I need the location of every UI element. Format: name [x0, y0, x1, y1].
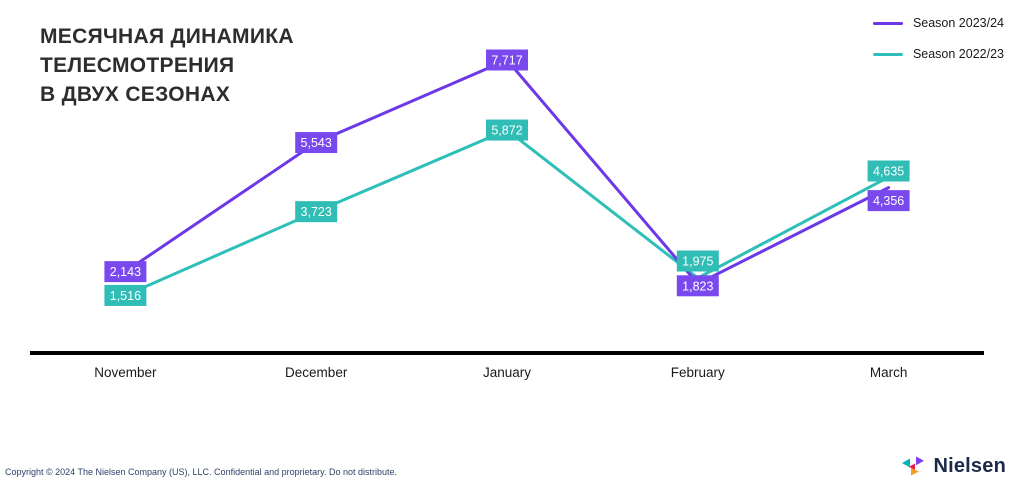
legend-label-season-2022-23: Season 2022/23 [912, 47, 1004, 61]
legend: Season 2023/24 Season 2022/23 [872, 14, 1004, 76]
legend-swatch-season-2022-23 [872, 52, 903, 56]
nielsen-logo-icon [902, 456, 925, 476]
data-label: 3,723 [301, 205, 332, 219]
data-label-box [104, 261, 147, 283]
x-axis-line [30, 351, 984, 355]
data-label: 2,143 [110, 265, 141, 279]
data-label: 1,516 [110, 289, 141, 303]
x-axis-label-march: March [870, 365, 908, 380]
data-label: 1,823 [682, 279, 713, 293]
legend-swatch-season-2023-24 [872, 21, 903, 25]
x-axis-label-january: January [483, 365, 531, 380]
data-label-box [295, 201, 338, 223]
data-label: 7,717 [491, 54, 522, 68]
chart-title-line-3: В ДВУХ СЕЗОНАХ [40, 83, 231, 106]
chart-title: МЕСЯЧНАЯ ДИНАМИКА ТЕЛЕСМОТРЕНИЯ В ДВУХ С… [40, 22, 294, 109]
chart-title-line-2: ТЕЛЕСМОТРЕНИЯ [40, 54, 235, 77]
data-label: 5,543 [301, 136, 332, 150]
x-axis-label-february: February [671, 365, 725, 380]
nielsen-logo: Nielsen [901, 455, 1006, 478]
data-label: 1,975 [682, 255, 713, 269]
x-axis-label-december: December [285, 365, 348, 380]
data-label-box [676, 250, 719, 272]
data-label: 4,356 [873, 194, 904, 208]
footer-copyright: Copyright © 2024 The Nielsen Company (US… [5, 467, 397, 477]
line-chart: November December January February March 1,51… [30, 49, 984, 380]
data-label-box [867, 190, 910, 212]
chart-title-line-1: МЕСЯЧНАЯ ДИНАМИКА [40, 25, 294, 48]
data-label-box [295, 132, 338, 154]
data-label: 4,635 [873, 165, 904, 179]
data-label-box [104, 284, 147, 306]
series-line-season-2022-23 [123, 128, 891, 297]
legend-label-season-2023-24: Season 2023/24 [912, 16, 1004, 30]
data-label-box [486, 119, 528, 141]
x-axis-label-november: November [94, 365, 157, 380]
data-label-box [486, 49, 528, 71]
data-label: 5,872 [491, 124, 522, 138]
nielsen-wordmark: Nielsen [933, 455, 1006, 477]
legend-item-season-2023-24: Season 2023/24 [872, 14, 1004, 32]
data-label-box [867, 160, 910, 182]
legend-item-season-2022-23: Season 2022/23 [872, 45, 1004, 63]
data-label-box [676, 275, 719, 297]
